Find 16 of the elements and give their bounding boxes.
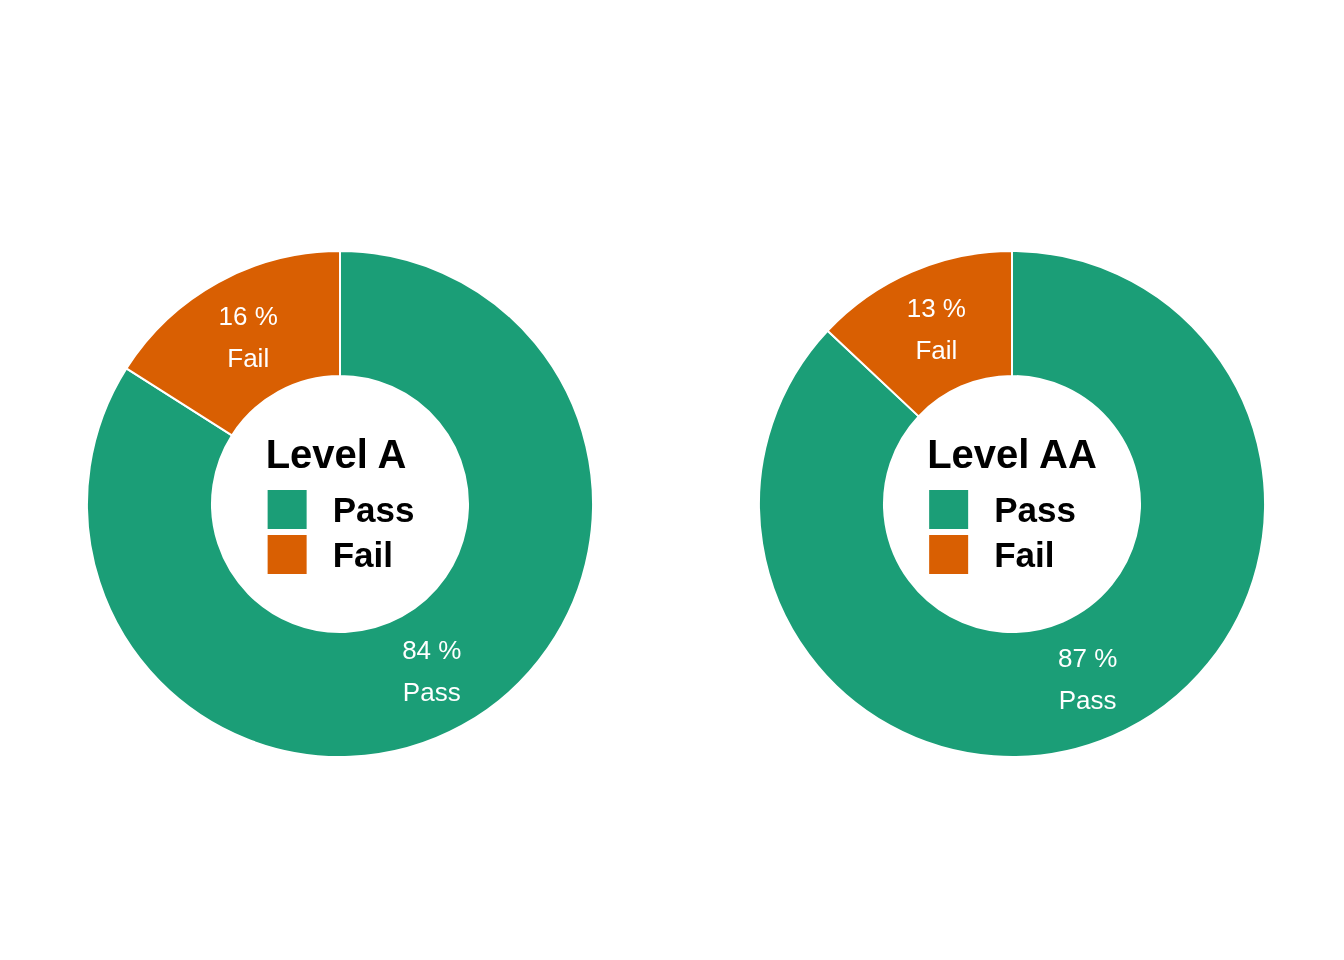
donut-slice xyxy=(758,250,1266,758)
slice-label: Fail xyxy=(915,335,958,366)
data-label: 13 % xyxy=(906,293,966,324)
legend-label: Pass xyxy=(332,490,415,529)
legend-label: Fail xyxy=(332,535,393,574)
legend-title: Level A xyxy=(265,431,408,477)
slice-label: Pass xyxy=(1058,684,1117,715)
legend-title: Level AA xyxy=(927,431,1097,477)
legend-label: Pass xyxy=(994,490,1076,529)
data-label: 87 % xyxy=(1058,642,1118,673)
data-label: 84 % xyxy=(402,634,462,665)
donut-slice xyxy=(86,250,594,758)
slice-label: Fail xyxy=(227,343,270,374)
slice-label: Pass xyxy=(402,676,461,707)
legend-label: Fail xyxy=(994,535,1055,574)
data-label: 16 % xyxy=(218,301,278,332)
